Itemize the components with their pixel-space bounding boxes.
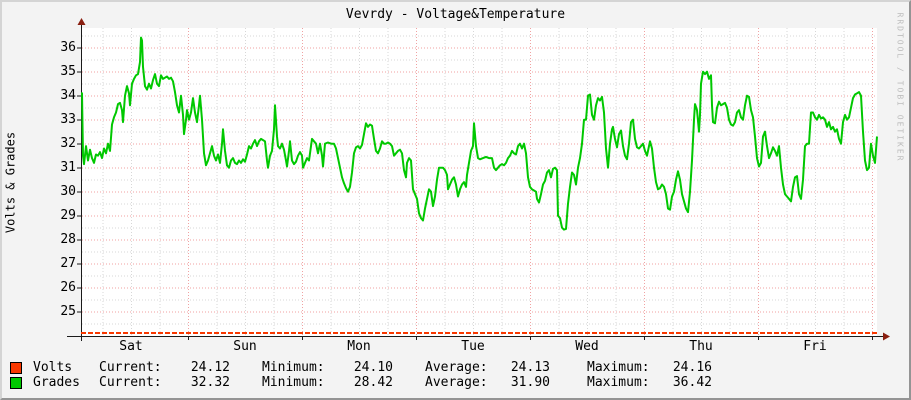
y-tick-label: 28	[60, 231, 76, 247]
grades-swatch	[10, 377, 22, 389]
volts-minimum-label: Minimum:	[262, 360, 325, 375]
y-tick-label: 31	[60, 159, 76, 175]
grades-minimum-value: 28.42	[353, 375, 393, 390]
y-tick-label: 35	[60, 63, 76, 79]
x-tick-label: Mon	[347, 339, 371, 354]
grades-minimum-label: Minimum:	[262, 375, 325, 390]
grades-maximum-label: Maximum:	[587, 375, 650, 390]
y-tick-label: 26	[60, 279, 76, 295]
x-tick-label: Fri	[803, 339, 827, 354]
grades-series-label: Grades	[33, 375, 80, 390]
y-tick-label: 25	[60, 303, 76, 319]
y-axis-title: Volts & Grades	[3, 131, 18, 234]
y-tick-label: 36	[60, 39, 76, 55]
grades-current-value: 32.32	[190, 375, 230, 390]
x-tick-label: Sun	[233, 339, 257, 354]
volts-current-label: Current:	[99, 360, 162, 375]
y-tick-label: 33	[60, 111, 76, 127]
volts-average-value: 24.13	[510, 360, 550, 375]
x-tick-label: Wed	[575, 339, 599, 354]
chart-title: Vevrdy - Voltage&Temperature	[345, 7, 566, 22]
volts-average-label: Average:	[425, 360, 488, 375]
y-tick-label: 29	[60, 207, 76, 223]
x-tick-label: Thu	[689, 339, 713, 354]
grades-average-value: 31.90	[510, 375, 550, 390]
y-tick-label: 32	[60, 135, 76, 151]
x-tick-label: Sat	[119, 339, 143, 354]
volts-series-label: Volts	[33, 360, 73, 375]
y-tick-label: 34	[60, 87, 76, 103]
volts-maximum-label: Maximum:	[587, 360, 650, 375]
grades-average-label: Average:	[425, 375, 488, 390]
volts-current-value: 24.12	[190, 360, 230, 375]
volts-swatch	[10, 362, 22, 374]
volts-maximum-value: 24.16	[672, 360, 712, 375]
grades-current-label: Current:	[99, 375, 162, 390]
grades-maximum-value: 36.42	[672, 375, 712, 390]
watermark-text: RRDTOOL / TOBI OETIKER	[895, 12, 905, 163]
y-tick-label: 27	[60, 255, 76, 271]
volts-minimum-value: 24.10	[353, 360, 393, 375]
x-tick-label: Tue	[461, 339, 485, 354]
y-tick-label: 30	[60, 183, 76, 199]
